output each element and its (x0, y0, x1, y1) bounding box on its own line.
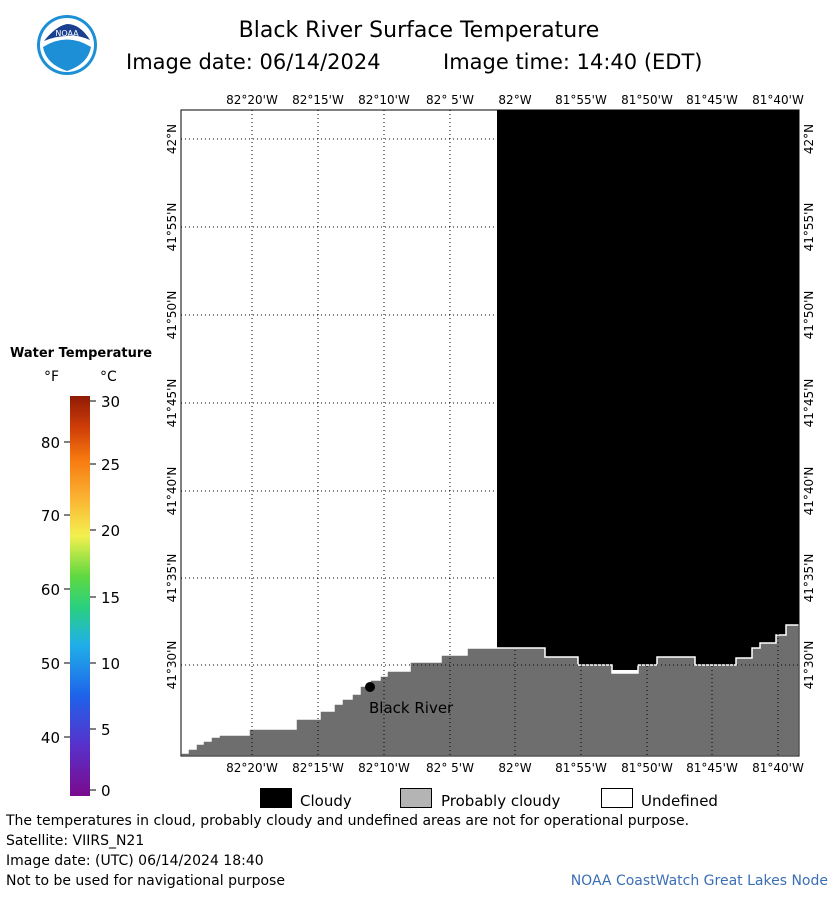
lon-label-bottom: 81°50'W (621, 761, 673, 775)
lon-label-bottom: 82°10'W (358, 761, 410, 775)
cloud-area (497, 110, 799, 670)
page-title: Black River Surface Temperature (238, 18, 600, 43)
lon-label-top: 81°55'W (555, 93, 607, 107)
c-tick-label: 20 (101, 522, 120, 540)
legend-label-undefined: Undefined (641, 792, 718, 810)
lon-labels-bottom: 82°20'W 82°15'W 82°10'W 82° 5'W 82°W 81°… (226, 761, 804, 775)
lat-label-left: 41°50'N (165, 291, 179, 340)
unit-f-label: °F (44, 369, 59, 385)
lon-label-top: 82°20'W (226, 93, 278, 107)
image-time-label: Image time: 14:40 (EDT) (443, 50, 703, 74)
legend-label-cloudy: Cloudy (300, 792, 352, 810)
c-tick-label: 30 (101, 393, 120, 411)
lat-label-right: 41°50'N (802, 291, 816, 340)
satellite-text: Satellite: VIIRS_N21 (6, 833, 145, 849)
lon-label-top: 82°10'W (358, 93, 410, 107)
f-tick-label: 60 (41, 581, 60, 599)
lon-label-bottom: 82° 5'W (426, 761, 474, 775)
lon-label-top: 81°40'W (752, 93, 804, 107)
legend-label-probably-cloudy: Probably cloudy (441, 792, 561, 810)
unit-c-label: °C (100, 369, 117, 385)
temperature-colorbar (70, 396, 90, 796)
c-tick-label: 25 (101, 456, 120, 474)
lat-label-right: 41°55'N (802, 203, 816, 252)
f-tick-label: 70 (41, 507, 60, 525)
lat-label-left: 41°45'N (165, 379, 179, 428)
lon-label-top: 82°15'W (292, 93, 344, 107)
map-frame (180, 109, 800, 757)
image-date-label: Image date: 06/14/2024 (126, 50, 381, 74)
legend-swatch-undefined (601, 788, 633, 808)
lon-label-bottom: 81°45'W (686, 761, 738, 775)
legend-swatch-cloudy (260, 788, 292, 808)
lon-label-bottom: 82°15'W (292, 761, 344, 775)
black-river-marker (365, 682, 375, 692)
black-river-label: Black River (369, 699, 454, 717)
lon-label-bottom: 81°55'W (555, 761, 607, 775)
land-area (180, 624, 800, 757)
f-tick-label: 50 (41, 655, 60, 673)
lon-label-bottom: 82°20'W (226, 761, 278, 775)
colorbar-f-labels: 80 70 60 50 40 (41, 434, 60, 747)
lon-label-top: 81°45'W (686, 93, 738, 107)
lon-label-top: 82° 5'W (426, 93, 474, 107)
f-tick-label: 40 (41, 729, 60, 747)
lat-label-right: 41°35'N (802, 554, 816, 603)
legend-swatch-probably-cloudy (400, 788, 432, 808)
f-tick-label: 80 (41, 434, 60, 452)
lat-labels-left: 42°N 41°55'N 41°50'N 41°45'N 41°40'N 41°… (165, 124, 179, 690)
lat-label-right: 41°30'N (802, 641, 816, 690)
disclaimer-text: The temperatures in cloud, probably clou… (6, 813, 690, 829)
lat-label-left: 41°30'N (165, 641, 179, 690)
c-tick-label: 10 (101, 655, 120, 673)
noaa-logo: NOAA (37, 15, 97, 75)
colorbar-title: Water Temperature (10, 346, 152, 361)
lon-label-bottom: 82°W (498, 761, 531, 775)
lon-labels-top: 82°20'W 82°15'W 82°10'W 82° 5'W 82°W 81°… (226, 93, 804, 107)
coastwatch-node-link[interactable]: NOAA CoastWatch Great Lakes Node (570, 873, 828, 889)
graticule-grid (181, 110, 799, 756)
c-tick-label: 0 (101, 782, 111, 800)
lon-label-bottom: 81°40'W (752, 761, 804, 775)
lat-label-left: 41°35'N (165, 554, 179, 603)
colorbar-c-labels: 30 25 20 15 10 5 0 (101, 393, 120, 800)
c-tick-label: 15 (101, 589, 120, 607)
lat-label-left: 41°55'N (165, 203, 179, 252)
image-date-utc-text: Image date: (UTC) 06/14/2024 18:40 (6, 853, 264, 869)
logo-text: NOAA (55, 29, 79, 38)
colorbar-ticks (64, 400, 96, 791)
navigation-warning: Not to be used for navigational purpose (6, 873, 285, 889)
lat-label-left: 42°N (165, 124, 179, 154)
lat-label-left: 41°40'N (165, 467, 179, 516)
lon-label-top: 82°W (498, 93, 531, 107)
lat-label-right: 42°N (802, 124, 816, 154)
c-tick-label: 5 (101, 721, 111, 739)
lat-label-right: 41°40'N (802, 467, 816, 516)
lon-label-top: 81°50'W (621, 93, 673, 107)
lat-label-right: 41°45'N (802, 379, 816, 428)
lat-labels-right: 42°N 41°55'N 41°50'N 41°45'N 41°40'N 41°… (802, 124, 816, 690)
